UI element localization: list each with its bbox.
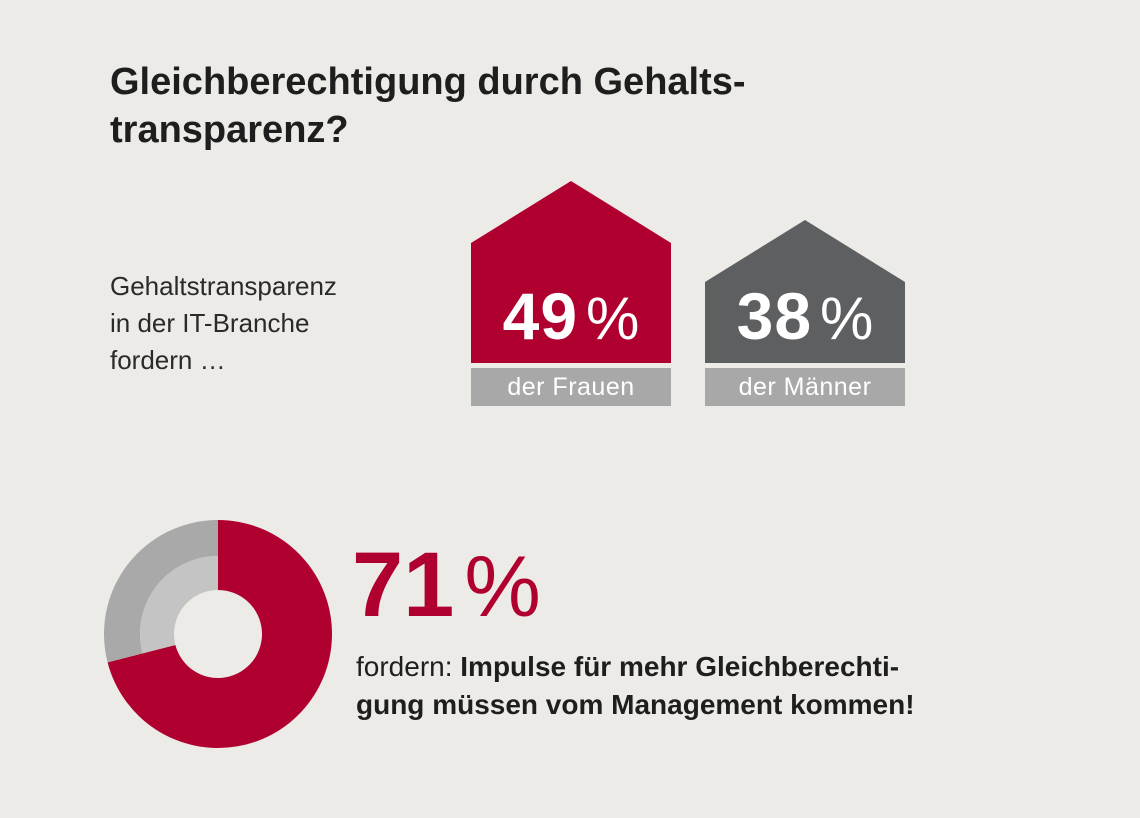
donut-value-number: 71 bbox=[352, 534, 455, 636]
house-men: 38% der Männer bbox=[705, 220, 905, 406]
house-women-shape bbox=[471, 181, 671, 363]
statement-bold-2: gung müssen vom Management kommen! bbox=[356, 689, 915, 720]
statement-prefix: fordern: bbox=[356, 651, 453, 682]
intro-line-3: fordern … bbox=[110, 345, 226, 375]
title-line-2: transparenz? bbox=[110, 109, 349, 151]
house-men-unit: % bbox=[820, 285, 874, 352]
statement-line-1: fordern: Impulse für mehr Gleichberechti… bbox=[356, 648, 915, 686]
intro-line-2: in der IT-Branche bbox=[110, 308, 310, 338]
statement-bold-1: Impulse für mehr Gleichberechti- bbox=[460, 651, 900, 682]
house-women-number: 49 bbox=[502, 279, 579, 353]
donut-value: 71% bbox=[352, 535, 541, 637]
house-men-value: 38% bbox=[705, 283, 905, 352]
house-women-unit: % bbox=[586, 285, 640, 352]
house-women: 49% der Frauen bbox=[471, 181, 671, 406]
title-line-1: Gleichberechtigung durch Gehalts- bbox=[110, 61, 746, 103]
donut-slice-71 bbox=[107, 520, 333, 748]
intro-line-1: Gehaltstransparenz bbox=[110, 271, 337, 301]
page-title: Gleichberechtigung durch Gehalts- transp… bbox=[110, 58, 746, 154]
intro-text: Gehaltstransparenz in der IT-Branche for… bbox=[110, 268, 337, 379]
house-men-label: der Männer bbox=[705, 368, 905, 406]
donut-statement: fordern: Impulse für mehr Gleichberechti… bbox=[356, 648, 915, 724]
statement-line-2: gung müssen vom Management kommen! bbox=[356, 686, 915, 724]
house-women-value: 49% bbox=[471, 283, 671, 352]
donut-value-unit: % bbox=[464, 539, 541, 635]
donut-slice-rest-inner bbox=[140, 556, 218, 654]
donut-slice-rest-outer bbox=[104, 520, 218, 663]
house-men-number: 38 bbox=[736, 279, 813, 353]
house-women-label: der Frauen bbox=[471, 368, 671, 406]
house-men-shape bbox=[705, 220, 905, 363]
